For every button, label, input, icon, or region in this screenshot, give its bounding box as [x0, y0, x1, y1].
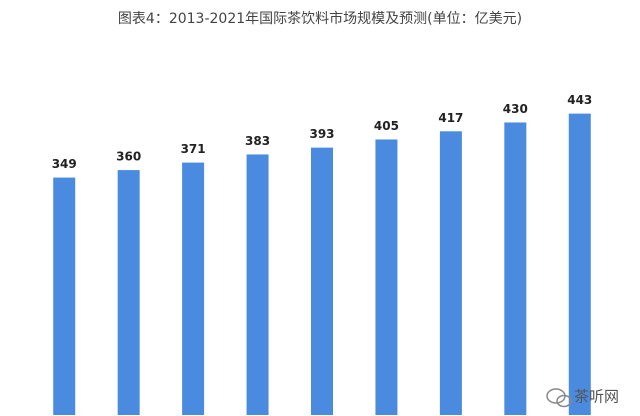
chart-title: 图表4：2013-2021年国际茶饮料市场规模及预测(单位：亿美元)	[118, 10, 522, 27]
bar	[375, 139, 398, 415]
bar	[439, 131, 462, 415]
watermark: 茶听网	[574, 388, 619, 406]
bar	[246, 154, 269, 415]
data-label: 430	[503, 102, 528, 116]
bar	[117, 170, 140, 415]
bar	[182, 162, 205, 415]
watermark-icon	[546, 388, 572, 408]
data-label: 443	[567, 93, 592, 107]
data-label: 393	[309, 127, 334, 141]
bar	[53, 177, 76, 415]
data-label: 371	[181, 142, 206, 156]
data-label: 383	[245, 134, 270, 148]
data-label: 360	[116, 150, 141, 164]
bar	[568, 113, 591, 416]
bar	[504, 122, 527, 415]
data-label: 405	[374, 119, 399, 133]
data-label: 349	[52, 157, 77, 171]
bar	[311, 147, 333, 415]
data-label: 417	[438, 111, 463, 125]
